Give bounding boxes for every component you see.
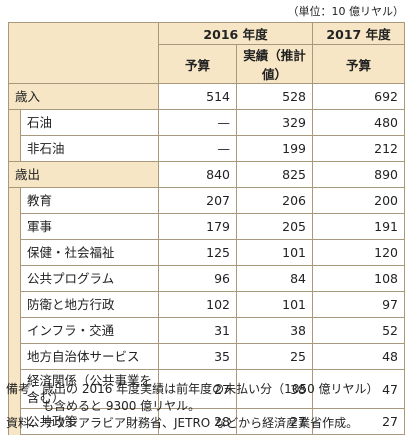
cell: 96 xyxy=(158,265,237,292)
cell: 52 xyxy=(312,317,405,344)
note-body: サウジアラビア財務省、JETRO などから経済産業省作成。 xyxy=(42,415,358,432)
cell: 102 xyxy=(158,291,237,318)
header-row: 予算 実績（推計値） 予算 xyxy=(9,44,405,84)
item-row: 教育 207 206 200 xyxy=(8,187,405,214)
item-label: インフラ・交通 xyxy=(20,317,159,344)
indent xyxy=(8,265,21,292)
budget-table: 2016 年度 2017 年度 予算 実績（推計値） 予算 歳入 514 528 692 石油 —… xyxy=(8,22,405,435)
item-label: 公共プログラム xyxy=(20,265,159,292)
section-row: 歳出 840 825 890 xyxy=(8,161,405,188)
cell: 199 xyxy=(236,135,313,162)
cell: — xyxy=(158,135,237,162)
cell: 206 xyxy=(236,187,313,214)
item-label: 軍事 xyxy=(20,213,159,240)
cell: 692 xyxy=(312,83,405,110)
cell: 514 xyxy=(158,83,237,110)
note-label: 資料： xyxy=(6,416,43,430)
cell: 191 xyxy=(312,213,405,240)
cell: 35 xyxy=(158,343,237,370)
indent xyxy=(8,109,21,136)
cell: 101 xyxy=(236,239,313,266)
cell: 108 xyxy=(312,265,405,292)
item-row: 軍事 179 205 191 xyxy=(8,213,405,240)
cell: 97 xyxy=(312,291,405,318)
item-label: 防衛と地方行政 xyxy=(20,291,159,318)
indent xyxy=(8,135,21,162)
year-header: 2016 年度 xyxy=(158,22,313,45)
cell: 212 xyxy=(312,135,405,162)
column-header: 予算 xyxy=(312,44,405,84)
item-row: 公共政策 28 27 27 xyxy=(8,408,405,435)
cell: 27 xyxy=(236,408,313,435)
item-row: 経済関係（公共事業を含む） 27 38 47 xyxy=(8,369,405,409)
cell: 48 xyxy=(312,343,405,370)
item-row: 防衛と地方行政 102 101 97 xyxy=(8,291,405,318)
note-line: 歳出の 2016 年度実績は前年度の未払い分（1050 億リヤル） xyxy=(42,382,379,396)
cell: 101 xyxy=(236,291,313,318)
item-row: 非石油 —199 212 xyxy=(8,135,405,162)
cell: 120 xyxy=(312,239,405,266)
note: 資料： サウジアラビア財務省、JETRO などから経済産業省作成。 xyxy=(6,415,379,432)
cell: 27 xyxy=(312,408,405,435)
section-row: 歳入 514 528 692 xyxy=(8,83,405,110)
column-header: 予算 xyxy=(158,44,237,84)
year-header: 2017 年度 xyxy=(312,22,405,45)
item-label: 非石油 xyxy=(20,135,159,162)
note-line: も含めると 9300 億リヤル。 xyxy=(42,399,201,413)
item-label: 公共政策 xyxy=(20,408,159,435)
cell: 329 xyxy=(236,109,313,136)
note-label: 備考： xyxy=(6,382,43,396)
item-row: インフラ・交通 31 38 52 xyxy=(8,317,405,344)
cell: 207 xyxy=(158,187,237,214)
indent xyxy=(8,317,21,344)
item-label: 教育 xyxy=(20,187,159,214)
unit-label: （単位：10 億リヤル） xyxy=(287,5,405,18)
cell: 200 xyxy=(312,187,405,214)
cell: 31 xyxy=(158,317,237,344)
cell: — xyxy=(158,109,237,136)
indent xyxy=(8,187,21,214)
header-row: 2016 年度 2017 年度 xyxy=(8,22,405,84)
cell: 25 xyxy=(236,343,313,370)
indent xyxy=(8,343,21,370)
cell: 528 xyxy=(236,83,313,110)
cell: 179 xyxy=(158,213,237,240)
corner-cell xyxy=(8,22,159,84)
cell: 125 xyxy=(158,239,237,266)
section-label: 歳入 xyxy=(8,83,159,110)
item-row: 保健・社会福祉 125 101 120 xyxy=(8,239,405,266)
indent xyxy=(8,291,21,318)
cell: 38 xyxy=(236,317,313,344)
item-row: 地方自治体サービス 35 25 48 xyxy=(8,343,405,370)
note-line: サウジアラビア財務省、JETRO などから経済産業省作成。 xyxy=(42,416,359,430)
cell: 825 xyxy=(236,161,313,188)
cell: 840 xyxy=(158,161,237,188)
indent xyxy=(8,213,21,240)
column-header: 実績（推計値） xyxy=(236,44,313,84)
notes: 備考： 歳出の 2016 年度実績は前年度の未払い分（1050 億リヤル） も含める… xyxy=(6,381,379,432)
cell: 84 xyxy=(236,265,313,292)
section-label: 歳出 xyxy=(8,161,159,188)
cell: 480 xyxy=(312,109,405,136)
cell: 28 xyxy=(158,408,237,435)
item-row: 石油 —329 480 xyxy=(8,109,405,136)
item-label: 保健・社会福祉 xyxy=(20,239,159,266)
item-label: 地方自治体サービス xyxy=(20,343,159,370)
cell: 47 xyxy=(312,369,405,409)
item-row: 公共プログラム 96 84 108 xyxy=(8,265,405,292)
item-label: 石油 xyxy=(20,109,159,136)
note: 備考： 歳出の 2016 年度実績は前年度の未払い分（1050 億リヤル） も含める… xyxy=(6,381,379,415)
cell: 890 xyxy=(312,161,405,188)
note-body: 歳出の 2016 年度実績は前年度の未払い分（1050 億リヤル） も含めると 9… xyxy=(42,381,379,415)
indent xyxy=(8,239,21,266)
cell: 205 xyxy=(236,213,313,240)
